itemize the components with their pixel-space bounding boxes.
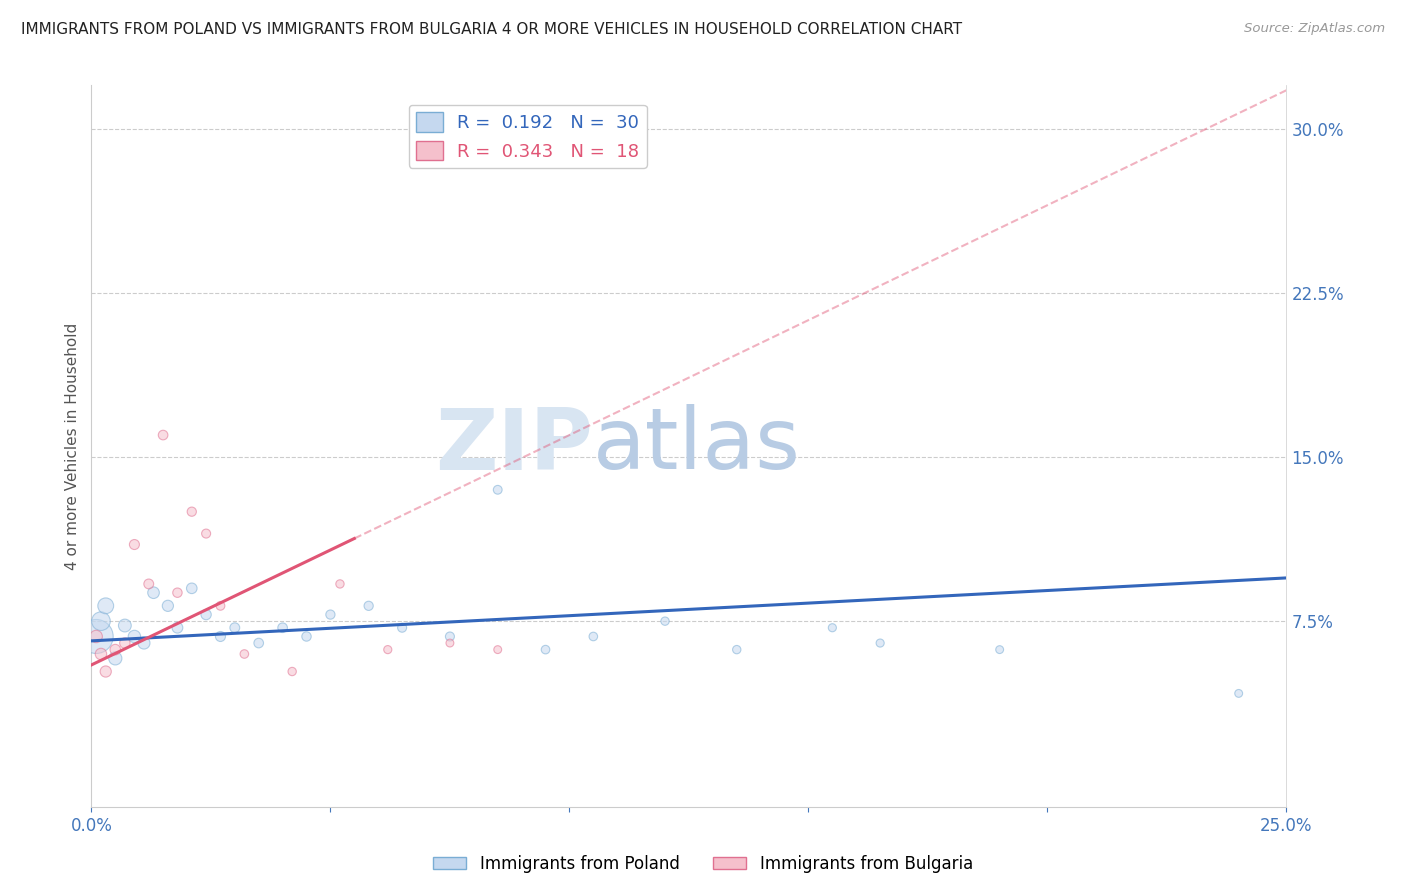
Point [247,636,270,650]
Point [132,636,155,650]
Point [94,599,117,613]
Point [114,636,136,650]
Point [329,577,352,591]
Text: ZIP: ZIP [436,404,593,488]
Point [180,582,202,596]
Y-axis label: 4 or more Vehicles in Household: 4 or more Vehicles in Household [65,322,80,570]
Point [114,618,136,632]
Point [90,647,112,661]
Point [271,621,294,635]
Point [1227,686,1250,700]
Point [209,599,232,613]
Text: atlas: atlas [593,404,801,488]
Point [486,483,509,497]
Point [180,505,202,519]
Point [439,636,461,650]
Point [391,621,413,635]
Point [654,614,676,628]
Legend: R =  0.192   N =  30, R =  0.343   N =  18: R = 0.192 N = 30, R = 0.343 N = 18 [409,104,647,168]
Text: Source: ZipAtlas.com: Source: ZipAtlas.com [1244,22,1385,36]
Point [209,630,232,644]
Point [124,537,146,551]
Point [233,647,256,661]
Point [84,630,107,644]
Point [821,621,844,635]
Point [124,630,146,644]
Point [152,428,174,442]
Point [319,607,342,622]
Point [295,630,318,644]
Point [988,642,1011,657]
Point [84,630,107,644]
Point [377,642,399,657]
Point [156,599,179,613]
Legend: Immigrants from Poland, Immigrants from Bulgaria: Immigrants from Poland, Immigrants from … [426,848,980,880]
Point [94,665,117,679]
Point [281,665,304,679]
Point [357,599,380,613]
Point [534,642,557,657]
Point [166,621,188,635]
Point [104,642,127,657]
Point [869,636,891,650]
Point [166,585,188,599]
Point [725,642,748,657]
Text: IMMIGRANTS FROM POLAND VS IMMIGRANTS FROM BULGARIA 4 OR MORE VEHICLES IN HOUSEHO: IMMIGRANTS FROM POLAND VS IMMIGRANTS FRO… [21,22,962,37]
Point [138,577,160,591]
Point [486,642,509,657]
Point [90,614,112,628]
Point [142,585,165,599]
Point [439,630,461,644]
Point [195,526,218,541]
Point [582,630,605,644]
Point [104,651,127,665]
Point [224,621,246,635]
Point [195,607,218,622]
